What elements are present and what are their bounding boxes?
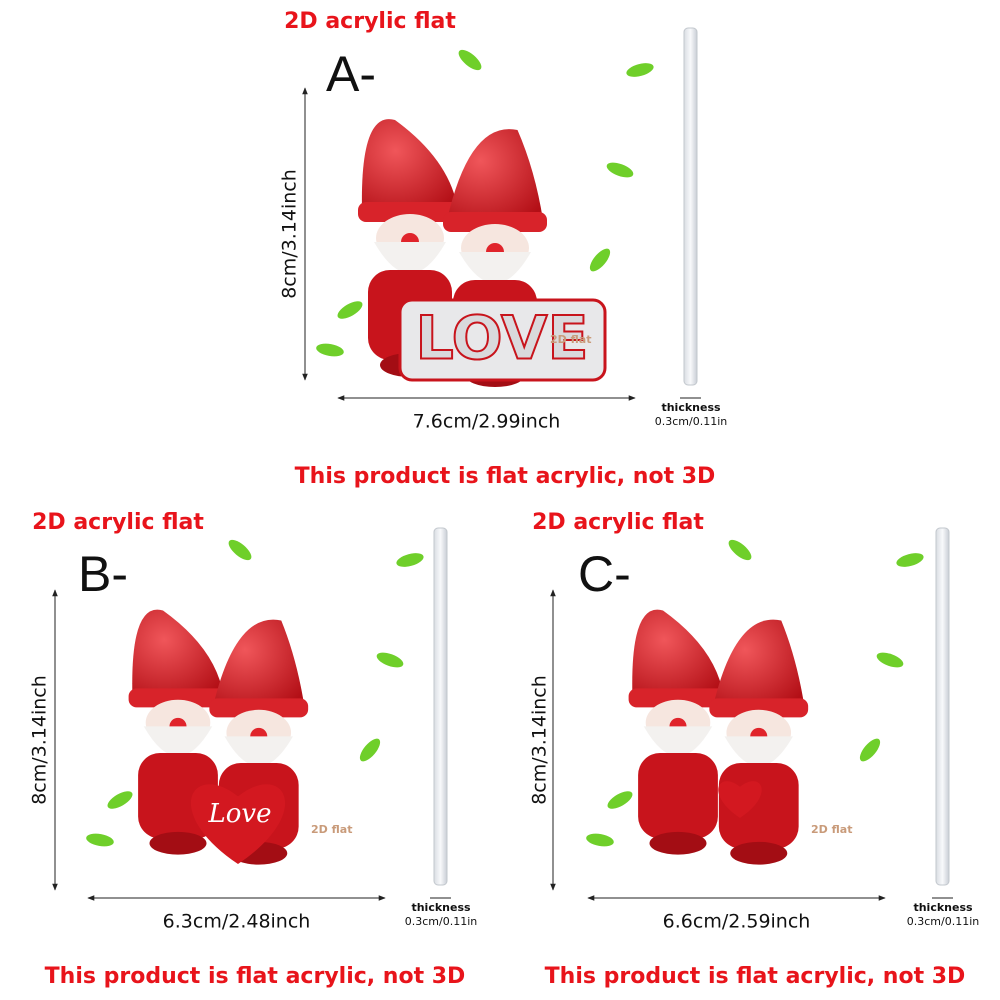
- flat-note: This product is flat acrylic, not 3D: [45, 964, 466, 989]
- art-text: LOVE: [416, 304, 589, 374]
- gnome-hat: [361, 119, 458, 210]
- gnome-brim: [443, 212, 547, 232]
- gnome-beard: [643, 726, 713, 757]
- height-label: 8cm/3.14inch: [529, 675, 551, 805]
- leaf: [458, 49, 482, 71]
- thickness-label: thickness: [913, 901, 973, 914]
- gnome-beard: [374, 242, 446, 274]
- panel-header: 2D acrylic flat: [284, 9, 456, 34]
- leaf: [396, 553, 424, 567]
- heart: [190, 784, 286, 864]
- watermark: 2D flat: [811, 823, 852, 836]
- width-label: 6.6cm/2.59inch: [663, 911, 811, 933]
- leaf: [107, 791, 133, 809]
- variant-letter: B-: [78, 546, 128, 602]
- side-profile: [433, 527, 448, 886]
- gnome-artwork: 2D flat: [586, 539, 924, 865]
- gnome-brim: [709, 698, 809, 718]
- gnome-boot: [730, 841, 788, 865]
- thickness-value: 0.3cm/0.11in: [405, 915, 478, 928]
- gnome-beard: [724, 736, 793, 767]
- thickness-label: thickness: [661, 401, 721, 414]
- variant-letter: C-: [578, 546, 631, 602]
- width-label: 7.6cm/2.99inch: [413, 411, 561, 433]
- gnome-hat: [632, 609, 724, 696]
- gnome-hat: [447, 129, 543, 220]
- leaf: [876, 652, 904, 668]
- flat-note: This product is flat acrylic, not 3D: [545, 964, 966, 989]
- leaf: [859, 738, 881, 762]
- side-profile: [683, 27, 698, 386]
- width-label: 6.3cm/2.48inch: [163, 911, 311, 933]
- side-profile: [935, 527, 950, 886]
- gnome-body: [638, 753, 718, 839]
- gnome-hat: [132, 609, 224, 696]
- gnome-beard: [143, 726, 213, 757]
- watermark: 2D flat: [311, 823, 352, 836]
- thickness-label: thickness: [411, 901, 471, 914]
- height-label: 8cm/3.14inch: [279, 169, 301, 299]
- heart: [718, 781, 762, 818]
- gnome-beard: [224, 736, 293, 767]
- leaf: [589, 248, 611, 272]
- leaf: [228, 539, 252, 561]
- panel-header: 2D acrylic flat: [32, 510, 204, 535]
- gnome-brim: [628, 688, 728, 708]
- gnome-boot: [149, 831, 207, 855]
- gnome-boot: [649, 831, 707, 855]
- leaf: [626, 63, 654, 77]
- leaf: [86, 833, 114, 847]
- gnome-brim: [128, 688, 228, 708]
- leaf: [728, 539, 752, 561]
- thickness-value: 0.3cm/0.11in: [655, 415, 728, 428]
- leaf: [606, 162, 634, 178]
- product-panel: 2D acrylic flat B- Love 2D flat 8cm/3.14inch…: [29, 510, 478, 989]
- art-text: Love: [208, 799, 272, 829]
- love-sign-plate: [398, 298, 607, 382]
- gnome-body: [718, 763, 799, 849]
- panel-header: 2D acrylic flat: [532, 510, 704, 535]
- gnome-artwork: Love 2D flat: [86, 539, 424, 865]
- leaf: [896, 553, 924, 567]
- gnome-hat: [213, 619, 305, 706]
- gnome-hat: [713, 619, 805, 706]
- leaf: [607, 791, 633, 809]
- watermark: 2D flat: [550, 333, 591, 346]
- product-panel: 2D acrylic flat C- 2D flat 8cm/3.14inch 6.6c…: [529, 510, 980, 989]
- thickness-value: 0.3cm/0.11in: [907, 915, 980, 928]
- leaf: [337, 301, 363, 319]
- leaf: [586, 833, 614, 847]
- gnome-brim: [209, 698, 309, 718]
- gnome-beard: [459, 252, 531, 284]
- variant-letter: A-: [326, 46, 376, 102]
- leaf: [376, 652, 404, 668]
- gnome-brim: [358, 202, 462, 222]
- leaf: [316, 343, 344, 357]
- height-label: 8cm/3.14inch: [29, 675, 51, 805]
- leaf: [359, 738, 381, 762]
- flat-note: This product is flat acrylic, not 3D: [295, 464, 716, 489]
